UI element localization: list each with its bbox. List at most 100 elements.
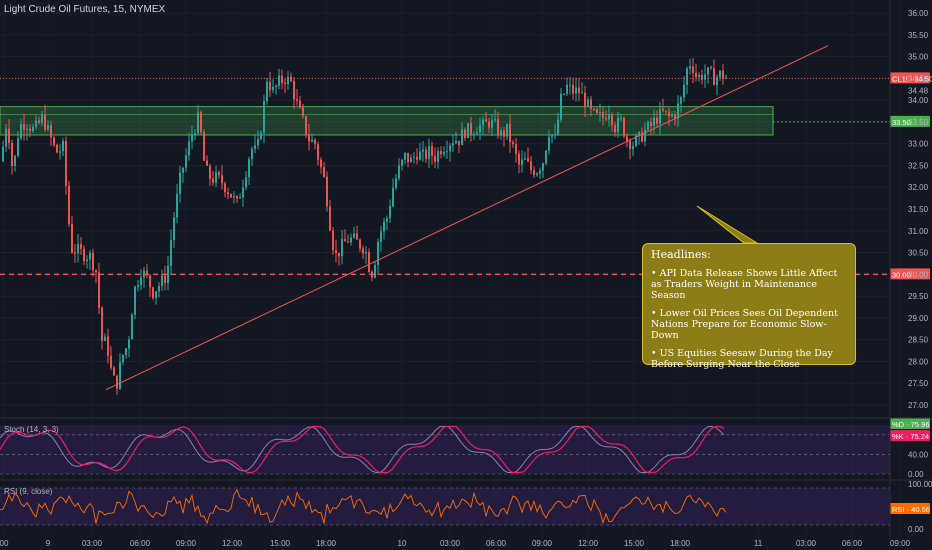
candle-body — [452, 143, 454, 146]
candle-body — [272, 87, 274, 91]
candle-body — [35, 120, 37, 127]
candle-body — [338, 252, 340, 257]
candle-body — [161, 275, 163, 287]
candle-body — [431, 146, 433, 156]
last-price-badge-text: CL1! · 34.50 — [892, 74, 932, 83]
candle-body — [455, 140, 457, 144]
candle-body — [245, 176, 247, 188]
candle-body — [575, 87, 577, 94]
x-tick-label: 06:00 — [130, 539, 151, 548]
headlines-title: Headlines: — [651, 248, 711, 261]
stoch-k-badge: %K · 75.24 — [890, 430, 930, 441]
candle-body — [368, 252, 370, 272]
candle-body — [647, 122, 649, 130]
stoch-k-line — [0, 425, 725, 474]
x-tick-label: 09:00 — [532, 539, 553, 548]
candle-body — [539, 170, 541, 174]
candle-body — [497, 119, 499, 136]
x-tick-label: 11 — [754, 539, 763, 548]
candle-body — [386, 218, 388, 222]
candle-body — [680, 97, 682, 104]
candle-body — [464, 129, 466, 138]
candle-body — [284, 83, 286, 85]
candle-body — [335, 250, 337, 253]
candle-body — [275, 85, 277, 88]
candle-body — [656, 117, 658, 124]
rsi-label[interactable]: RSI (9, close) — [4, 487, 53, 496]
stoch-label[interactable]: Stoch (14, 3, 3) — [4, 425, 59, 434]
candle-body — [380, 231, 382, 242]
candle-body — [20, 124, 22, 139]
rsi-badge-bg — [890, 503, 930, 514]
candle-body — [305, 115, 307, 135]
candle-body — [263, 101, 265, 133]
candle-body — [53, 137, 55, 145]
stoch-d-line — [0, 425, 725, 474]
x-tick-label: 06:00 — [842, 539, 863, 548]
candle-body — [569, 84, 571, 86]
candle-body — [614, 125, 616, 133]
candle-body — [668, 111, 670, 117]
stoch-d-badge-bg — [890, 418, 930, 429]
candle-body — [329, 206, 331, 231]
candle-body — [125, 348, 127, 355]
candle-body — [356, 233, 358, 240]
y-tick-label: 31.00 — [908, 227, 929, 236]
candle-body — [56, 144, 58, 153]
y-tick-label: 31.50 — [908, 205, 929, 214]
candle-body — [137, 285, 139, 287]
candle-body — [515, 144, 517, 154]
candle-body — [89, 252, 91, 260]
x-tick-label: 10 — [398, 539, 407, 548]
candle-body — [11, 142, 13, 167]
rsi-tick-label: 100.00 — [908, 480, 932, 489]
x-tick-label: 12:00 — [222, 539, 243, 548]
candle-body — [608, 114, 610, 120]
candle-body — [599, 112, 601, 114]
candle-body — [194, 133, 196, 136]
candle-body — [50, 125, 52, 138]
y-tick-label: 30.50 — [908, 249, 929, 258]
candle-body — [320, 159, 322, 168]
candle-body — [446, 151, 448, 153]
candle-body — [389, 206, 391, 219]
candle-body — [596, 108, 598, 113]
candle-body — [242, 187, 244, 198]
candle-body — [170, 240, 172, 266]
candle-body — [461, 129, 463, 145]
candle-body — [278, 75, 280, 86]
candle-body — [551, 134, 553, 137]
candles-layer — [2, 57, 727, 395]
candle-body — [443, 152, 445, 155]
candle-body — [677, 103, 679, 119]
candle-body — [362, 248, 364, 254]
candle-body — [359, 239, 361, 249]
rsi-tick-label: 0.00 — [908, 525, 924, 534]
candle-body — [689, 66, 691, 69]
y-tick-label: 28.50 — [908, 336, 929, 345]
candle-body — [683, 84, 685, 98]
candle-body — [476, 132, 478, 135]
y-tick-label: 27.00 — [908, 401, 929, 410]
candle-body — [623, 117, 625, 137]
candle-body — [83, 248, 85, 262]
candle-body — [617, 117, 619, 133]
candle-body — [653, 117, 655, 127]
stoch-band — [0, 425, 890, 474]
x-tick-label: 03:00 — [82, 539, 103, 548]
support-badge-bg — [890, 268, 930, 280]
chart-title[interactable]: Light Crude Oil Futures, 15, NYMEX — [4, 4, 166, 15]
last-price-badge-bg — [890, 72, 930, 84]
y-tick-label: 35.00 — [908, 53, 929, 62]
candle-body — [428, 146, 430, 159]
candle-body — [80, 244, 82, 249]
candle-body — [197, 112, 199, 134]
candle-body — [662, 108, 664, 111]
last-price-badge: CL1! · 34.50 — [890, 72, 932, 84]
candle-body — [713, 68, 715, 86]
candle-body — [119, 362, 121, 389]
candle-body — [26, 128, 28, 131]
candle-body — [353, 233, 355, 238]
candle-body — [110, 355, 112, 368]
